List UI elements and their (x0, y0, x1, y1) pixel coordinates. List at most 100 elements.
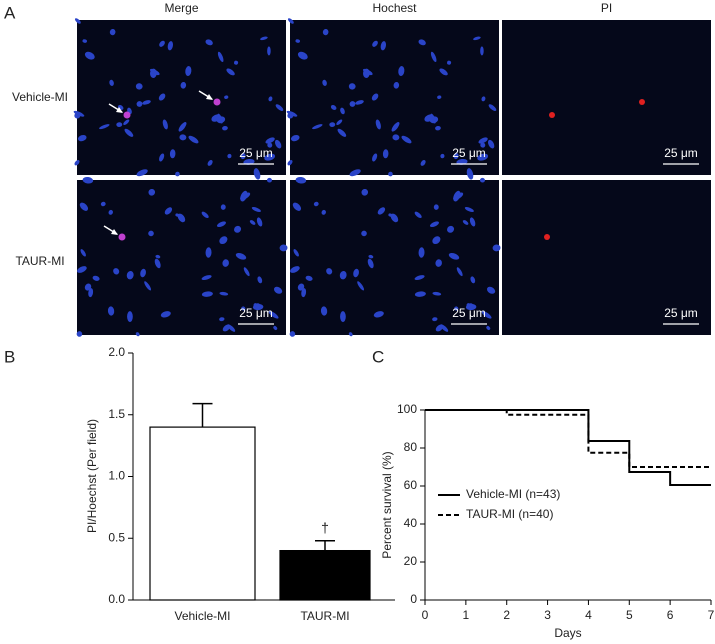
pi-nucleus (639, 99, 645, 105)
nucleus (486, 286, 496, 294)
nucleus (113, 268, 120, 275)
nucleus (462, 220, 469, 225)
nucleus (488, 104, 497, 112)
nucleus (226, 68, 235, 76)
y-tick-label: 20 (404, 554, 418, 568)
nucleus (142, 100, 151, 105)
x-tick-label: 3 (544, 608, 551, 622)
nucleus (382, 149, 389, 159)
nucleus (355, 100, 364, 105)
nucleus (219, 236, 228, 245)
nucleus (205, 247, 212, 258)
nucleus (222, 324, 231, 332)
nucleus (337, 128, 347, 137)
nucleus (293, 249, 299, 257)
nucleus (175, 171, 180, 177)
nucleus (116, 122, 123, 128)
x-tick-label: 1 (463, 608, 470, 622)
nucleus (322, 29, 329, 36)
nucleus (265, 137, 275, 144)
nucleus (367, 258, 374, 269)
nucleus (92, 275, 100, 281)
nucleus (257, 276, 263, 284)
x-tick-label: 0 (422, 608, 429, 622)
nucleus (336, 119, 343, 125)
nucleus (243, 158, 255, 165)
nucleus (108, 209, 113, 215)
nucleus (464, 206, 474, 212)
nucleus (435, 125, 441, 131)
nucleus (391, 122, 400, 132)
nucleus (486, 326, 491, 330)
nucleus (253, 168, 261, 180)
x-tick-label: 6 (667, 608, 674, 622)
nucleus (481, 311, 492, 319)
nucleus (205, 39, 213, 46)
survival-line (425, 409, 711, 487)
nucleus (363, 68, 370, 78)
nucleus (267, 142, 273, 148)
nucleus (371, 93, 379, 101)
nucleus (329, 122, 336, 128)
nucleus (487, 139, 495, 149)
nucleus (456, 267, 463, 277)
nucleus (88, 288, 94, 298)
nucleus (377, 207, 386, 215)
nucleus (159, 153, 165, 162)
nucleus (201, 211, 209, 219)
nucleus (473, 36, 481, 41)
nucleus (424, 114, 434, 122)
nucleus (388, 171, 393, 177)
nucleus (321, 209, 326, 215)
y-axis-label: PI/Hoechst (Per field) (85, 419, 99, 533)
nucleus (264, 153, 276, 161)
nucleus (390, 213, 399, 223)
y-tick-label: 80 (404, 440, 418, 454)
nucleus (148, 188, 156, 196)
significance-mark: † (321, 519, 329, 535)
nucleus (109, 79, 114, 86)
nucleus (234, 60, 239, 65)
nucleus (177, 213, 186, 223)
nucleus (320, 306, 328, 316)
panel-label: A (4, 3, 16, 22)
nucleus (286, 110, 298, 117)
nucleus (290, 134, 300, 142)
nucleus (466, 168, 474, 180)
nucleus (77, 266, 87, 273)
nucleus (80, 249, 86, 257)
nucleus (162, 119, 168, 130)
nucleus (447, 225, 455, 233)
nucleus (159, 40, 165, 47)
nucleus (348, 332, 353, 337)
scale-bar-label: 25 μm (452, 306, 486, 320)
pi-nucleus (213, 98, 221, 106)
y-tick-label: 100 (397, 402, 417, 416)
nucleus (301, 288, 307, 298)
nucleus (109, 29, 116, 36)
nucleus (470, 276, 476, 284)
nucleus (136, 101, 143, 107)
x-tick-label: 2 (503, 608, 510, 622)
nucleus (260, 36, 268, 41)
nucleus (432, 317, 438, 322)
nucleus (292, 202, 302, 211)
nucleus (453, 192, 464, 200)
nucleus (74, 18, 81, 24)
nucleus (398, 66, 405, 77)
nucleus (393, 82, 400, 89)
nucleus (330, 104, 337, 111)
nucleus (144, 281, 152, 291)
nucleus (432, 291, 442, 296)
nucleus (433, 204, 439, 210)
nucleus (456, 158, 468, 165)
column-header: Hochest (372, 1, 417, 15)
x-tick-label: 5 (626, 608, 633, 622)
arrow-head (116, 107, 123, 113)
y-tick-label: 0 (410, 592, 417, 606)
scale-bar-label: 25 μm (664, 306, 698, 320)
nucleus (219, 291, 229, 296)
nucleus (154, 258, 161, 269)
nucleus (373, 311, 384, 318)
y-tick-label: 40 (404, 516, 418, 530)
